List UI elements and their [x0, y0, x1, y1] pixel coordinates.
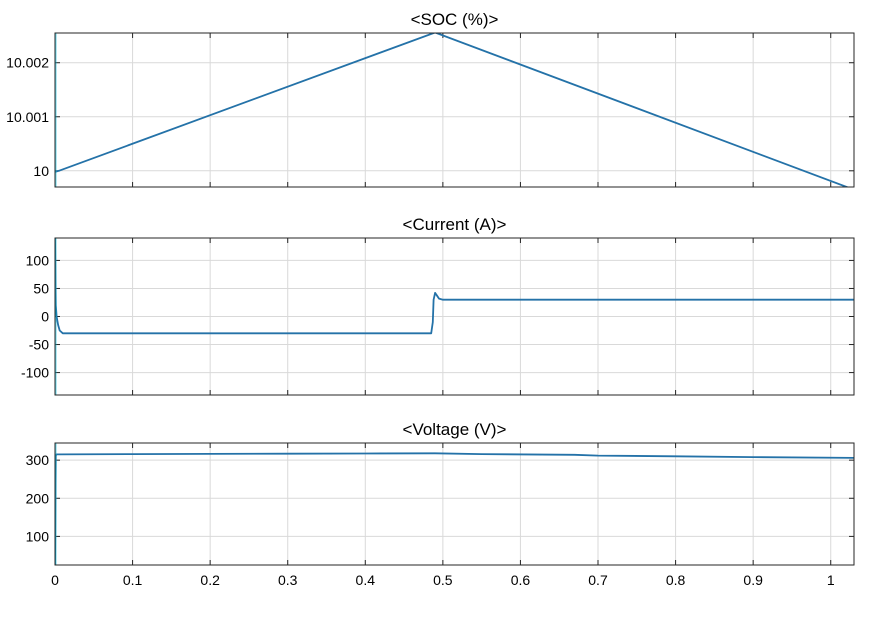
- current-ytick-label: 100: [26, 252, 50, 268]
- voltage-xtick-label: 0.7: [588, 572, 608, 588]
- current-ytick-label: -50: [29, 337, 49, 353]
- voltage-xtick-label: 0.2: [200, 572, 220, 588]
- current-ytick-label: 50: [33, 280, 49, 296]
- voltage-xtick-label: 0.9: [743, 572, 763, 588]
- voltage-xtick-label: 0.4: [356, 572, 376, 588]
- current-ytick-label: 0: [41, 309, 49, 325]
- voltage-axes-border: [54, 442, 855, 566]
- current-axes-border: [54, 237, 855, 396]
- soc-series-line: [55, 33, 850, 187]
- soc-ytick-label: 10.001: [6, 109, 49, 125]
- voltage-xtick-label: 0.6: [511, 572, 531, 588]
- voltage-ytick-label: 200: [26, 490, 50, 506]
- soc-ytick-label: 10: [33, 163, 49, 179]
- voltage-xtick-label: 0.3: [278, 572, 298, 588]
- voltage-title: <Voltage (V)>: [403, 420, 507, 439]
- voltage-xtick-label: 0.5: [433, 572, 453, 588]
- current-title: <Current (A)>: [403, 215, 507, 234]
- current-ytick-label: -100: [21, 365, 49, 381]
- voltage-subplot: <Voltage (V)> 0 0.1 0.2 0.3 0.4 0.5 0.6 0.7 0.8 0…: [26, 420, 855, 588]
- voltage-xtick-label: 0.1: [123, 572, 143, 588]
- soc-ytick-label: 10.002: [6, 55, 49, 71]
- voltage-plot-area: [54, 442, 855, 566]
- voltage-series-line: [55, 452, 854, 565]
- voltage-xtick-label: 0.8: [666, 572, 686, 588]
- soc-plot-area: [54, 32, 855, 188]
- soc-axes-border: [54, 32, 855, 188]
- soc-title: <SOC (%)>: [411, 10, 499, 29]
- voltage-ytick-label: 100: [26, 528, 50, 544]
- voltage-ytick-label: 300: [26, 452, 50, 468]
- voltage-xtick-label: 1: [827, 572, 835, 588]
- voltage-xtick-label: 0: [51, 572, 59, 588]
- current-series-line: [55, 238, 854, 335]
- soc-subplot: <SOC (%)> 10 10.001 10.002: [6, 10, 855, 188]
- current-subplot: <Current (A)> -100 -50 0 50 100: [21, 215, 855, 396]
